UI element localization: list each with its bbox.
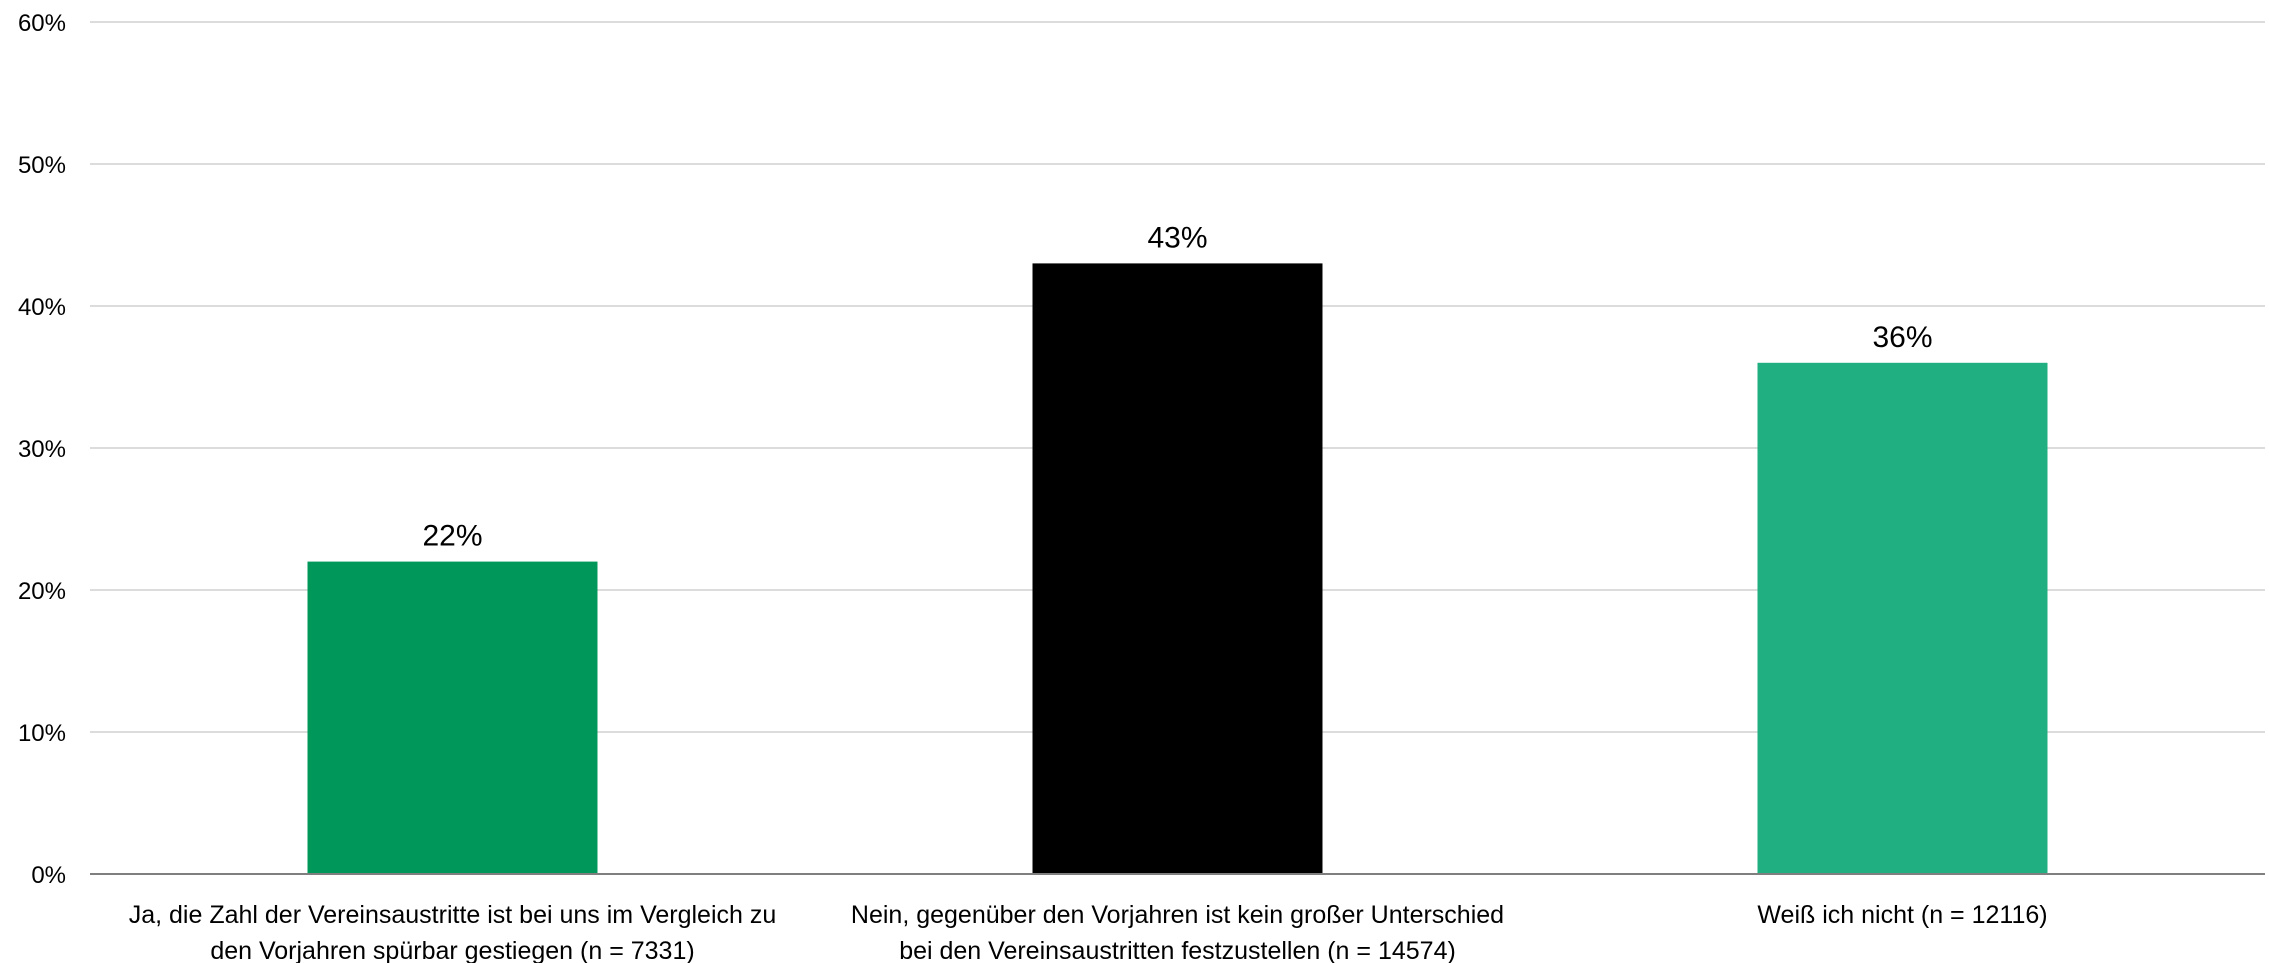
y-axis-tick-labels: 0% 10% 20% 30% 40% 50% 60% — [18, 10, 66, 889]
x-category-label-line: Weiß ich nicht (n = 12116) — [1757, 901, 2047, 929]
y-tick-label: 0% — [31, 862, 66, 889]
bar-value-label: 36% — [1872, 321, 1932, 354]
x-category-label: Weiß ich nicht (n = 12116) — [1757, 901, 2047, 929]
x-category-label-line: den Vorjahren spürbar gestiegen (n = 733… — [210, 937, 694, 963]
y-tick-label: 20% — [18, 578, 66, 605]
bars — [307, 263, 2048, 874]
bar — [1757, 362, 2048, 874]
x-category-label-line: Ja, die Zahl der Vereinsaustritte ist be… — [129, 901, 777, 929]
y-tick-label: 50% — [18, 152, 66, 179]
y-tick-label: 40% — [18, 294, 66, 321]
y-tick-label: 30% — [18, 436, 66, 463]
x-axis-category-labels: Ja, die Zahl der Vereinsaustritte ist be… — [129, 901, 2048, 963]
bar-value-label: 22% — [422, 520, 482, 553]
bar — [307, 561, 598, 874]
bar — [1032, 263, 1323, 874]
bar-value-label: 43% — [1147, 221, 1207, 254]
y-tick-label: 60% — [18, 10, 66, 37]
x-category-label: Ja, die Zahl der Vereinsaustritte ist be… — [129, 901, 777, 963]
y-tick-label: 10% — [18, 720, 66, 747]
x-category-label-line: bei den Vereinsaustritten festzustellen … — [899, 937, 1456, 963]
x-category-label-line: Nein, gegenüber den Vorjahren ist kein g… — [851, 901, 1504, 929]
x-category-label: Nein, gegenüber den Vorjahren ist kein g… — [851, 901, 1504, 963]
bar-value-labels: 22% 43% 36% — [422, 221, 1932, 552]
